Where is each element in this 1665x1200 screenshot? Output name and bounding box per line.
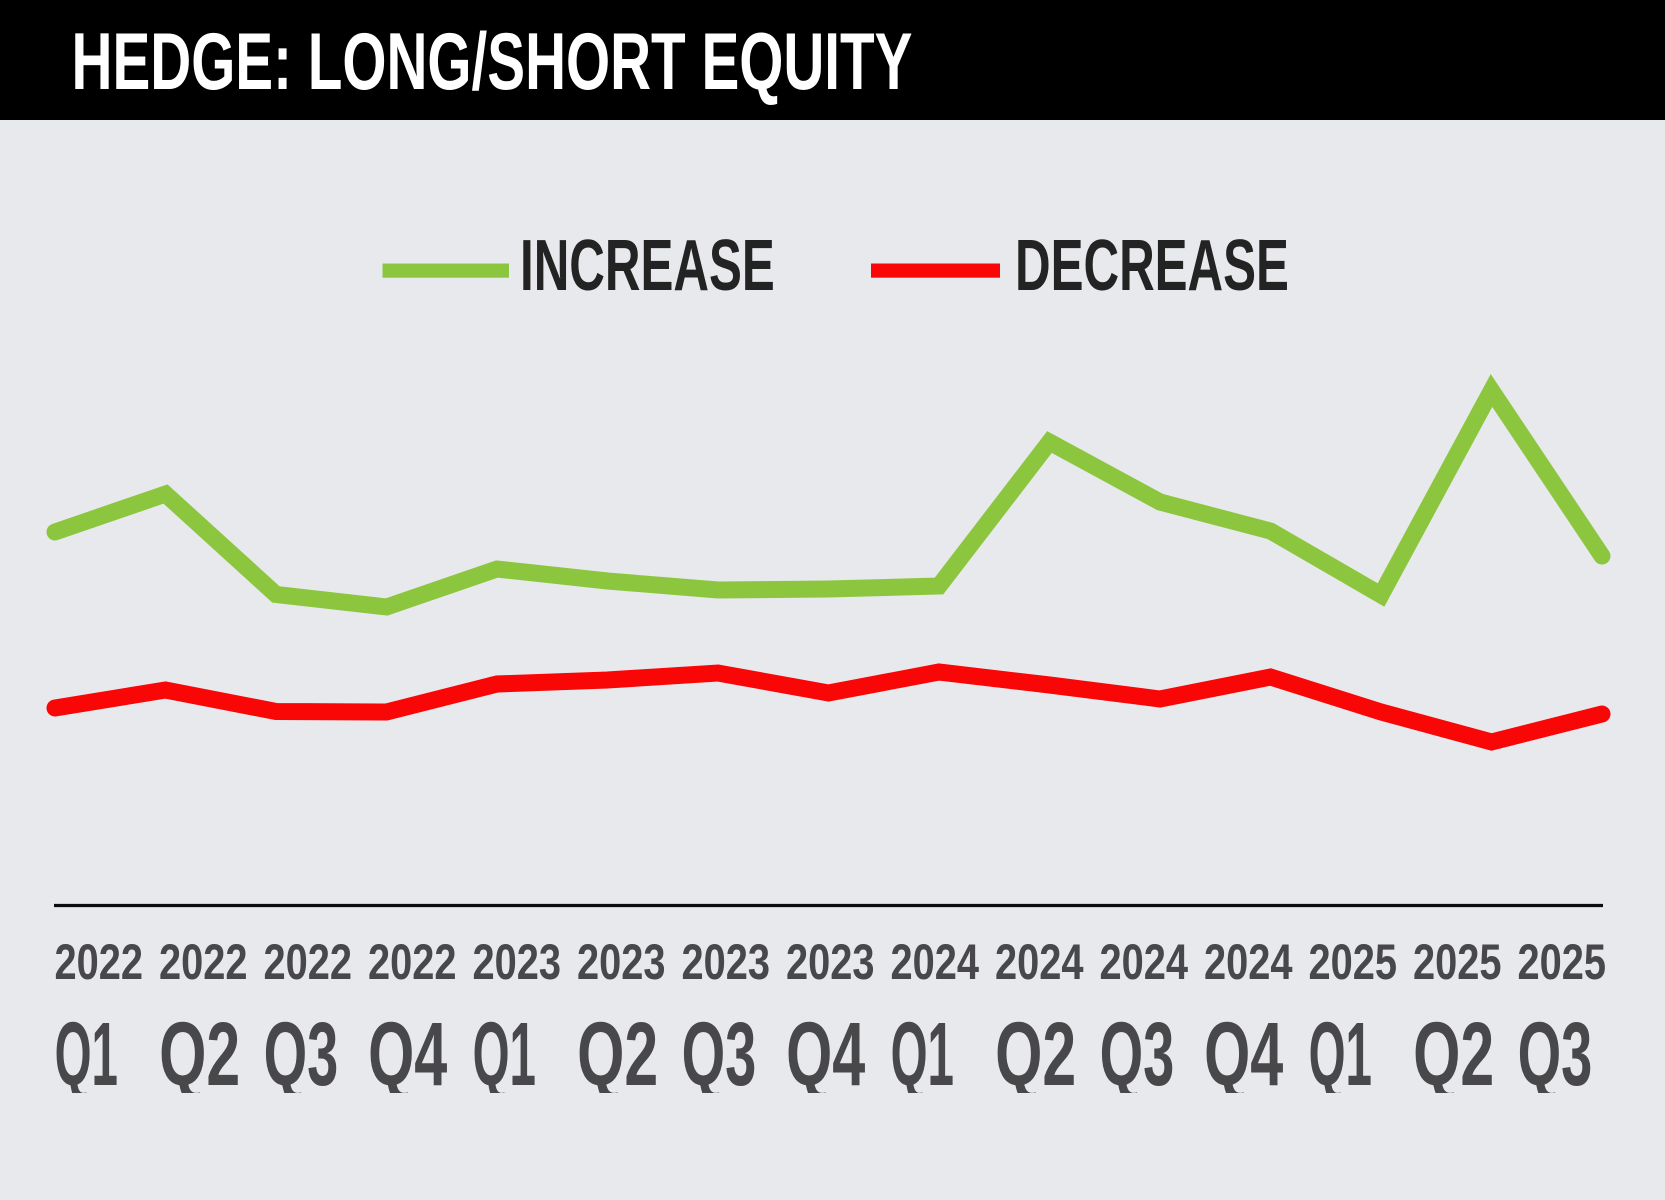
svg-text:Q3: Q3 [1100,1003,1175,1104]
svg-text:Q1: Q1 [1309,1005,1372,1105]
svg-text:Q2: Q2 [577,1004,658,1105]
svg-text:2025: 2025 [1413,934,1502,990]
svg-text:Q4: Q4 [786,1005,865,1105]
svg-text:2023: 2023 [577,934,666,990]
svg-text:Q3: Q3 [682,1003,757,1104]
svg-text:2023: 2023 [473,934,562,990]
svg-text:Q3: Q3 [264,1003,339,1104]
svg-text:2024: 2024 [1204,934,1293,990]
svg-text:Q2: Q2 [1413,1004,1494,1105]
svg-text:Q1: Q1 [55,1005,118,1105]
svg-text:INCREASE: INCREASE [520,226,775,307]
svg-text:2025: 2025 [1518,934,1607,990]
svg-text:2024: 2024 [1100,934,1189,990]
svg-text:Q2: Q2 [159,1004,240,1105]
svg-text:2023: 2023 [682,934,771,990]
svg-text:2022: 2022 [368,934,457,990]
svg-text:Q4: Q4 [1204,1005,1283,1105]
svg-text:2023: 2023 [786,934,875,990]
svg-text:Q4: Q4 [368,1005,447,1105]
svg-text:2024: 2024 [891,934,980,990]
svg-text:HEDGE: LONG/SHORT EQUITY: HEDGE: LONG/SHORT EQUITY [72,16,913,106]
svg-text:Q1: Q1 [891,1005,954,1105]
svg-text:DECREASE: DECREASE [1015,226,1289,307]
svg-text:2025: 2025 [1309,934,1398,990]
svg-text:2022: 2022 [264,934,353,990]
svg-text:Q2: Q2 [995,1004,1076,1105]
svg-text:2022: 2022 [55,934,144,990]
svg-text:Q3: Q3 [1518,1003,1593,1104]
svg-text:2022: 2022 [159,934,248,990]
svg-text:2024: 2024 [995,934,1084,990]
svg-text:Q1: Q1 [473,1005,536,1105]
